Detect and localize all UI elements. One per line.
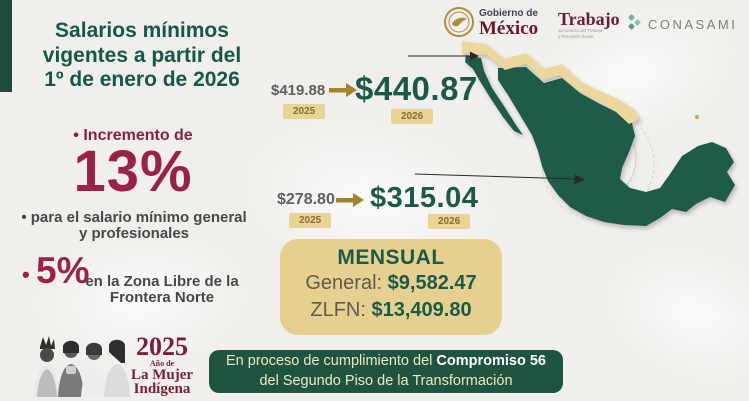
zlfn-desc-line: Frontera Norte — [109, 288, 215, 306]
increment-desc-line: y profesionales — [78, 224, 190, 242]
zlfn-old-wage: $419.88 — [271, 82, 326, 99]
trabajo-logo-text: Trabajo — [558, 9, 620, 29]
arrow-right-icon — [336, 193, 364, 207]
year-badge-label: 2026 — [391, 109, 434, 124]
gobierno-logo-top-text: Gobierno de — [479, 8, 538, 19]
zlfn-desc-line: en la Zona Libre de la — [85, 273, 239, 290]
compromiso-banner: En proceso de cumplimiento del Compromis… — [209, 350, 563, 393]
banner-line-2: del Segundo Piso de la Transformación — [259, 372, 513, 389]
trabajo-sub-line: Secretaría del Trabajo — [558, 28, 603, 33]
trabajo-logo: Trabajo Secretaría del Trabajo y Previsi… — [558, 10, 620, 40]
monthly-zlfn-label: ZLFN: — [310, 299, 366, 321]
gobierno-eagle-icon — [443, 6, 475, 38]
monthly-general-value: $9,582.47 — [387, 272, 477, 294]
zlfn-new-year-badge: 2026 — [391, 106, 434, 124]
title-line: Salarios mínimos — [55, 19, 229, 42]
gobierno-logo: Gobierno de México — [479, 8, 539, 39]
trabajo-logo-subtext: Secretaría del Trabajo y Previsión Socia… — [558, 28, 620, 40]
year-badge-label: 2025 — [289, 213, 332, 228]
background-watermark — [583, 221, 749, 401]
mexico-map — [448, 38, 748, 248]
year-2025-sub: Año de — [149, 359, 175, 368]
year-badge-label: 2025 — [283, 104, 326, 119]
conasami-logo-text: CONASAMI — [648, 17, 738, 32]
conasami-icon — [627, 13, 643, 31]
monthly-wage-box: MENSUAL General: $9,582.47 ZLFN: $13,409… — [280, 239, 502, 335]
year-badge-label: 2026 — [428, 214, 471, 229]
page-title: Salarios mínimos vigentes a partir del 1… — [16, 19, 268, 93]
year-2025-number: 2025 — [136, 332, 188, 361]
indigenous-women-photo — [30, 333, 130, 397]
left-accent-bar — [0, 0, 12, 92]
zlfn-increment-value: 5% — [36, 250, 90, 291]
monthly-general-row: General: $9,582.47 — [280, 270, 502, 297]
increment-desc-line: • para el salario mínimo general — [21, 209, 247, 226]
zlfn-old-year-badge: 2025 — [283, 101, 326, 119]
arrow-right-icon — [329, 83, 357, 97]
increment-value: 13% — [73, 139, 193, 204]
title-line: 1º de enero de 2026 — [44, 68, 240, 92]
general-new-year-badge: 2026 — [428, 211, 471, 229]
zlfn-new-wage: $440.87 — [355, 70, 478, 107]
year-2025-logo: 2025 Año de La Mujer Indígena — [130, 334, 194, 397]
title-line: vigentes a partir del — [42, 43, 242, 67]
trabajo-sub-line: y Previsión Social — [558, 33, 594, 39]
increment-description: • para el salario mínimo general y profe… — [10, 210, 258, 242]
zlfn-increment-bullet: • — [22, 262, 30, 287]
banner-regular-text: En proceso de cumplimiento del — [226, 352, 437, 369]
year-2025-line: La Mujer — [130, 367, 194, 383]
monthly-general-label: General: — [305, 272, 383, 294]
zlfn-increment-description: en la Zona Libre de la Frontera Norte — [84, 274, 240, 306]
year-2025-line: Indígena — [133, 381, 191, 398]
gobierno-logo-bottom-text: México — [479, 18, 539, 39]
monthly-zlfn-row: ZLFN: $13,409.80 — [280, 297, 502, 324]
banner-line-1: En proceso de cumplimiento del Compromis… — [209, 352, 563, 372]
banner-bold-text: Compromiso 56 — [436, 352, 546, 369]
general-old-wage: $278.80 — [277, 191, 335, 208]
gold-dot-decoration — [695, 115, 699, 119]
monthly-zlfn-value: $13,409.80 — [371, 299, 472, 321]
monthly-title: MENSUAL — [337, 246, 445, 269]
general-old-year-badge: 2025 — [289, 210, 332, 228]
general-new-wage: $315.04 — [370, 182, 479, 214]
increment-label: • Incremento de — [73, 127, 193, 144]
